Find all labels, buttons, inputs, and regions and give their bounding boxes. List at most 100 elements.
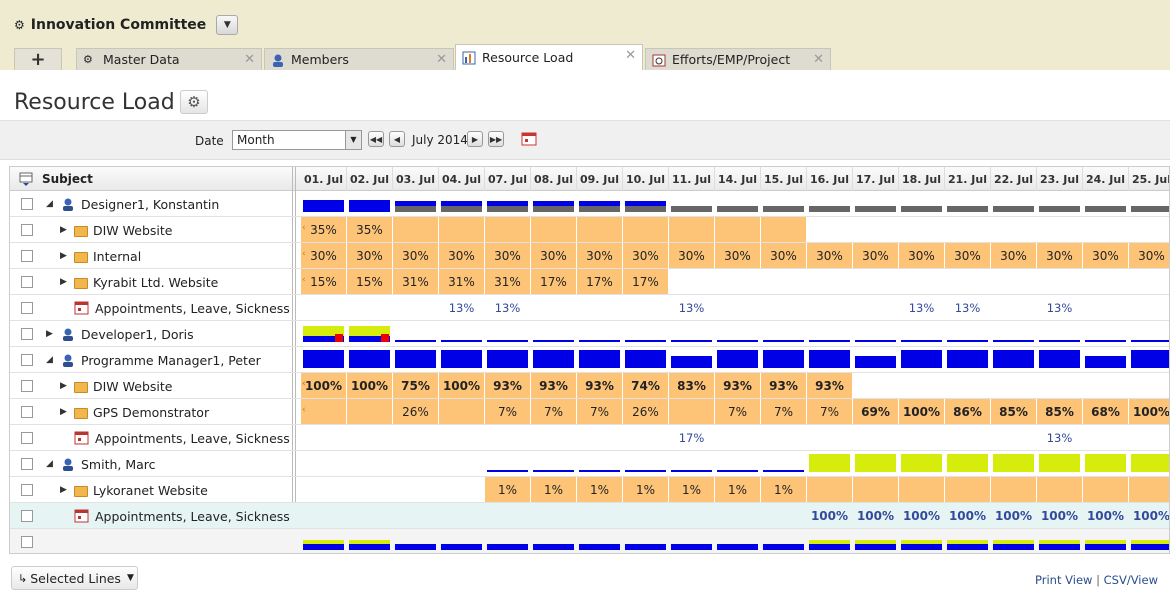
row-subject[interactable]: ▶ GPS Demonstrator	[60, 399, 209, 425]
continuation-icon: ‹	[302, 405, 306, 415]
load-bar	[579, 340, 620, 342]
row-subject[interactable]: Appointments, Leave, Sickness	[60, 295, 290, 321]
row-subject[interactable]: Appointments, Leave, Sickness	[60, 503, 290, 529]
add-tab-button[interactable]: +	[14, 48, 62, 70]
load-value-cell	[301, 425, 346, 450]
load-bar	[809, 454, 850, 472]
close-icon[interactable]: ✕	[436, 52, 447, 67]
load-bar	[1131, 454, 1169, 472]
row-subject[interactable]: ▶ Lykoranet Website	[60, 477, 208, 503]
column-header-13: 18. Jul	[899, 167, 945, 191]
load-value-cell	[991, 295, 1036, 320]
table-row[interactable]: Appointments, Leave, Sickness 13% 13% 13% 13…	[10, 295, 1169, 321]
close-icon[interactable]: ✕	[625, 48, 636, 63]
summary-bar-cell	[577, 529, 622, 553]
column-header-2: 03. Jul	[393, 167, 439, 191]
selected-lines-button[interactable]: ↳ Selected Lines ▼	[11, 566, 138, 590]
row-checkbox[interactable]	[21, 276, 33, 288]
expand-icon[interactable]: ▶	[60, 381, 67, 391]
row-checkbox[interactable]	[21, 458, 33, 470]
load-bar	[303, 200, 344, 212]
load-bar	[947, 206, 988, 212]
table-row[interactable]: ◢ Programme Manager1, Peter	[10, 347, 1169, 373]
table-row[interactable]: ▶ Developer1, Doris	[10, 321, 1169, 347]
row-checkbox[interactable]	[21, 198, 33, 210]
load-bar	[395, 544, 436, 550]
summary-bar-cell	[623, 529, 668, 553]
page-title: Resource Load	[14, 90, 175, 115]
collapse-icon[interactable]: ◢	[46, 355, 53, 365]
row-checkbox[interactable]	[21, 510, 33, 522]
row-checkbox[interactable]	[21, 250, 33, 262]
expand-icon[interactable]: ▶	[60, 277, 67, 287]
row-checkbox[interactable]	[21, 224, 33, 236]
table-row[interactable]: ▶ Lykoranet Website 1% 1% 1% 1% 1% 1% 1%	[10, 477, 1169, 503]
row-checkbox[interactable]	[21, 432, 33, 444]
row-checkbox[interactable]	[21, 328, 33, 340]
row-subject[interactable]: ▶ Developer1, Doris	[46, 321, 194, 347]
load-bar	[855, 340, 896, 342]
chevron-down-icon[interactable]: ▼	[345, 131, 361, 149]
table-row[interactable]: ▶ DIW Website 100% ‹ 100% 75% 100% 93% 93% 93% 74%…	[10, 373, 1169, 399]
row-checkbox[interactable]	[21, 380, 33, 392]
next-period-icon[interactable]: ▶	[467, 131, 483, 147]
load-bar	[993, 206, 1034, 212]
load-bar	[671, 356, 712, 368]
app-menu-dropdown-icon[interactable]: ▼	[216, 15, 239, 35]
table-row[interactable]: ▶ DIW Website 35% ‹ 35%	[10, 217, 1169, 243]
settings-gear-icon[interactable]: ⚙	[180, 90, 208, 114]
expand-icon[interactable]: ▶	[60, 407, 67, 417]
column-chooser-icon[interactable]	[19, 172, 33, 189]
row-subject[interactable]: ◢ Designer1, Konstantin	[46, 191, 219, 217]
table-row[interactable]: Appointments, Leave, Sickness 100% 100% 100…	[10, 503, 1169, 529]
row-subject[interactable]: ▶ DIW Website	[60, 373, 172, 399]
load-bar	[993, 454, 1034, 472]
load-bar	[1085, 540, 1126, 544]
row-subject[interactable]: ▶ DIW Website	[60, 217, 172, 243]
table-row[interactable]: ◢ Smith, Marc	[10, 451, 1169, 477]
tab-members[interactable]: Members ✕	[264, 48, 454, 70]
expand-icon[interactable]: ▶	[60, 251, 67, 261]
chevron-down-icon: ▼	[126, 573, 134, 583]
row-checkbox[interactable]	[21, 536, 33, 548]
table-row[interactable]: ◢ Designer1, Konstantin	[10, 191, 1169, 217]
date-granularity-select[interactable]: Month ▼	[232, 130, 362, 150]
load-value-cell	[1037, 269, 1082, 294]
table-row[interactable]: ▶ Internal 30% ‹ 30% 30% 30% 30% 30% 30% 30% 30% 30%…	[10, 243, 1169, 269]
print-view-link[interactable]: Print View	[1035, 573, 1093, 587]
tab-efforts[interactable]: Efforts/EMP/Project ✕	[645, 48, 831, 70]
load-bar-cell	[1037, 451, 1082, 476]
row-checkbox[interactable]	[21, 406, 33, 418]
expand-icon[interactable]: ▶	[60, 485, 67, 495]
row-subject[interactable]: Appointments, Leave, Sickness	[60, 425, 290, 451]
collapse-icon[interactable]: ◢	[46, 199, 53, 209]
row-subject[interactable]: ▶ Kyrabit Ltd. Website	[60, 269, 218, 295]
collapse-icon[interactable]: ◢	[46, 459, 53, 469]
load-bar	[671, 544, 712, 550]
load-bar	[763, 350, 804, 368]
close-icon[interactable]: ✕	[244, 52, 255, 67]
column-header-8: 11. Jul	[669, 167, 715, 191]
calendar-icon[interactable]	[521, 132, 537, 149]
last-period-icon[interactable]: ▶▶	[488, 131, 504, 147]
expand-icon[interactable]: ▶	[60, 225, 67, 235]
tab-resource-load[interactable]: Resource Load ✕	[455, 44, 643, 70]
subject-header[interactable]: Subject	[42, 172, 93, 186]
splitter[interactable]	[292, 167, 293, 553]
table-row[interactable]: Appointments, Leave, Sickness 17% 13%	[10, 425, 1169, 451]
tab-master-data[interactable]: ⚙ Master Data ✕	[76, 48, 262, 70]
row-subject[interactable]: ◢ Programme Manager1, Peter	[46, 347, 261, 373]
table-row[interactable]: ▶ Kyrabit Ltd. Website 15% ‹ 15% 31% 31% 31% 17%…	[10, 269, 1169, 295]
prev-period-icon[interactable]: ◀	[389, 131, 405, 147]
first-period-icon[interactable]: ◀◀	[368, 131, 384, 147]
expand-icon[interactable]: ▶	[46, 329, 53, 339]
load-bar	[625, 206, 666, 212]
close-icon[interactable]: ✕	[813, 52, 824, 67]
row-checkbox[interactable]	[21, 354, 33, 366]
row-subject[interactable]: ◢ Smith, Marc	[46, 451, 156, 477]
table-row[interactable]: ▶ GPS Demonstrator ‹ 26% 7% 7% 7% 26% 7% 7% 7% 69% 1…	[10, 399, 1169, 425]
row-checkbox[interactable]	[21, 302, 33, 314]
row-subject[interactable]: ▶ Internal	[60, 243, 141, 269]
csv-view-link[interactable]: CSV/View	[1103, 573, 1158, 587]
row-checkbox[interactable]	[21, 484, 33, 496]
